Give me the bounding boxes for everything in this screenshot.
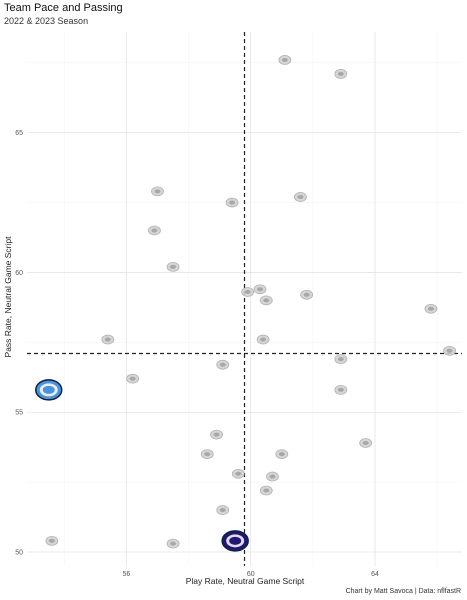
team-logo-core [278, 452, 285, 457]
team-logo-point [334, 354, 348, 365]
chart-caption: Chart by Matt Savoca | Data: nflfastR [345, 588, 461, 595]
team-logo-core [263, 488, 270, 493]
team-logo-point [216, 359, 230, 370]
team-logo-point [101, 334, 115, 345]
team-logo-core [213, 432, 220, 437]
tick-labels: 56 60 64 50 55 60 65 [15, 130, 379, 578]
team-logo-core [362, 440, 369, 445]
team-logo-core [219, 362, 226, 367]
y-tick-label: 60 [15, 270, 23, 277]
team-logo-core [337, 357, 344, 362]
reference-lines [27, 32, 462, 566]
team-logo-point [294, 192, 307, 202]
team-logo-point [166, 261, 180, 272]
team-logo-core [42, 385, 55, 394]
x-tick-label: 60 [247, 571, 255, 578]
team-logo-point [253, 284, 267, 295]
team-logo-core [129, 376, 136, 381]
x-axis-label: Play Rate, Neutral Game Script [186, 576, 305, 586]
team-logo-point [151, 186, 164, 197]
team-logo-core [170, 541, 177, 546]
team-logo-point [35, 379, 63, 401]
team-logo-point [266, 471, 279, 482]
chart-title: Team Pace and Passing [4, 2, 123, 14]
team-logo-core [48, 538, 55, 543]
team-logo-core [446, 348, 453, 353]
team-logo-core [170, 264, 177, 269]
team-logo-point [126, 373, 140, 384]
team-logo-core [427, 306, 434, 311]
x-tick-label: 56 [123, 571, 131, 578]
team-logo-core [219, 508, 226, 513]
team-logo-core [303, 292, 310, 297]
team-logo-point [231, 468, 245, 479]
team-logo-core [204, 452, 211, 457]
team-logo-core [281, 57, 288, 62]
y-tick-label: 50 [15, 550, 23, 557]
team-logo-point [225, 197, 239, 208]
team-logo-point [45, 535, 59, 546]
team-logo-point [443, 345, 456, 356]
team-logo-point [210, 429, 223, 440]
team-logo-point [216, 505, 230, 515]
team-points [35, 55, 456, 552]
team-logo-core [297, 194, 304, 199]
team-logo-core [269, 474, 276, 479]
team-logo-point [300, 289, 314, 300]
team-logo-point [334, 69, 348, 79]
team-logo-core [337, 71, 344, 76]
team-logo-point [221, 530, 249, 552]
team-logo-point [275, 449, 289, 460]
team-logo-core [229, 536, 242, 545]
team-logo-core [151, 228, 158, 233]
team-logo-point [259, 295, 273, 306]
team-logo-core [235, 471, 242, 476]
team-logo-core [257, 287, 264, 292]
team-logo-point [147, 225, 161, 236]
team-logo-point [259, 485, 273, 496]
team-logo-core [104, 337, 111, 342]
team-logo-point [424, 303, 438, 314]
chart-subtitle: 2022 & 2023 Season [4, 16, 89, 26]
y-tick-label: 55 [15, 410, 23, 417]
team-logo-point [359, 438, 373, 448]
x-tick-label: 64 [371, 571, 379, 578]
team-logo-core [229, 200, 236, 205]
team-logo-core [337, 387, 344, 392]
team-logo-point [200, 449, 214, 460]
team-logo-core [263, 298, 270, 303]
team-logo-point [166, 538, 180, 549]
team-logo-point [278, 55, 292, 65]
team-logo-point [334, 384, 348, 395]
team-logo-core [260, 337, 267, 342]
team-logo-point [256, 334, 270, 345]
team-logo-core [154, 189, 161, 194]
team-logo-core [244, 290, 251, 295]
y-axis-label: Pass Rate, Neutral Game Script [3, 236, 13, 358]
y-tick-label: 65 [15, 130, 23, 137]
team-logo-point [241, 287, 255, 297]
